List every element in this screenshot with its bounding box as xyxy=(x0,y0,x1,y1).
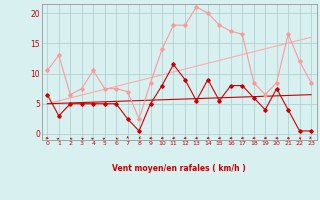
X-axis label: Vent moyen/en rafales ( km/h ): Vent moyen/en rafales ( km/h ) xyxy=(112,164,246,173)
